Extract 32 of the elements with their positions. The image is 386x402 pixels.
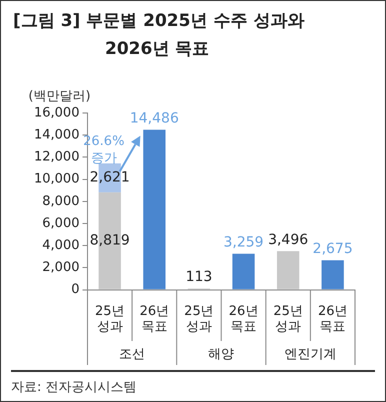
bar	[322, 260, 344, 290]
bar	[276, 251, 300, 290]
y-tick-label: 0	[71, 282, 80, 298]
x-tick-label: 26년 목표	[318, 304, 348, 335]
data-label: 113	[186, 269, 212, 286]
y-tick-label: 10,000	[34, 172, 80, 187]
text: 해양	[208, 346, 234, 362]
data-label: 8,819	[90, 232, 130, 248]
x-tick-label: 25년 성과	[95, 304, 125, 335]
y-tick-label: 12,000	[34, 150, 80, 165]
data-label: 14,486	[130, 110, 179, 126]
y-tick-label: 8,000	[42, 194, 80, 209]
bar	[143, 130, 166, 290]
y-tick-label: 6,000	[42, 216, 80, 231]
data-label: 2,621	[90, 170, 130, 186]
x-tick-label: 25년 성과	[184, 304, 214, 335]
y-tick-label: 14,000	[34, 127, 80, 142]
chart-title: [그림 3] 부문별 2025년 수주 성과와 2026년 목표	[13, 10, 306, 61]
y-axis-title: (백만달러)	[28, 88, 91, 104]
x-tick-label: 26년 목표	[140, 304, 170, 335]
data-label: 3,259	[223, 234, 264, 250]
text: 자료: 전자공시시스템	[11, 370, 375, 396]
y-tick-label: 4,000	[42, 238, 80, 253]
data-label: 2,675	[312, 240, 353, 257]
y-tick-label: 2,000	[42, 260, 80, 276]
y-tick-label: 16,000	[34, 105, 80, 120]
data-label: 3,496	[268, 232, 308, 248]
text: 조선	[119, 346, 146, 362]
x-tick-label: 26년 목표	[228, 304, 258, 335]
text: 엔진기계	[284, 346, 336, 362]
bar	[232, 254, 255, 290]
x-tick-label: 25년 성과	[273, 304, 303, 335]
